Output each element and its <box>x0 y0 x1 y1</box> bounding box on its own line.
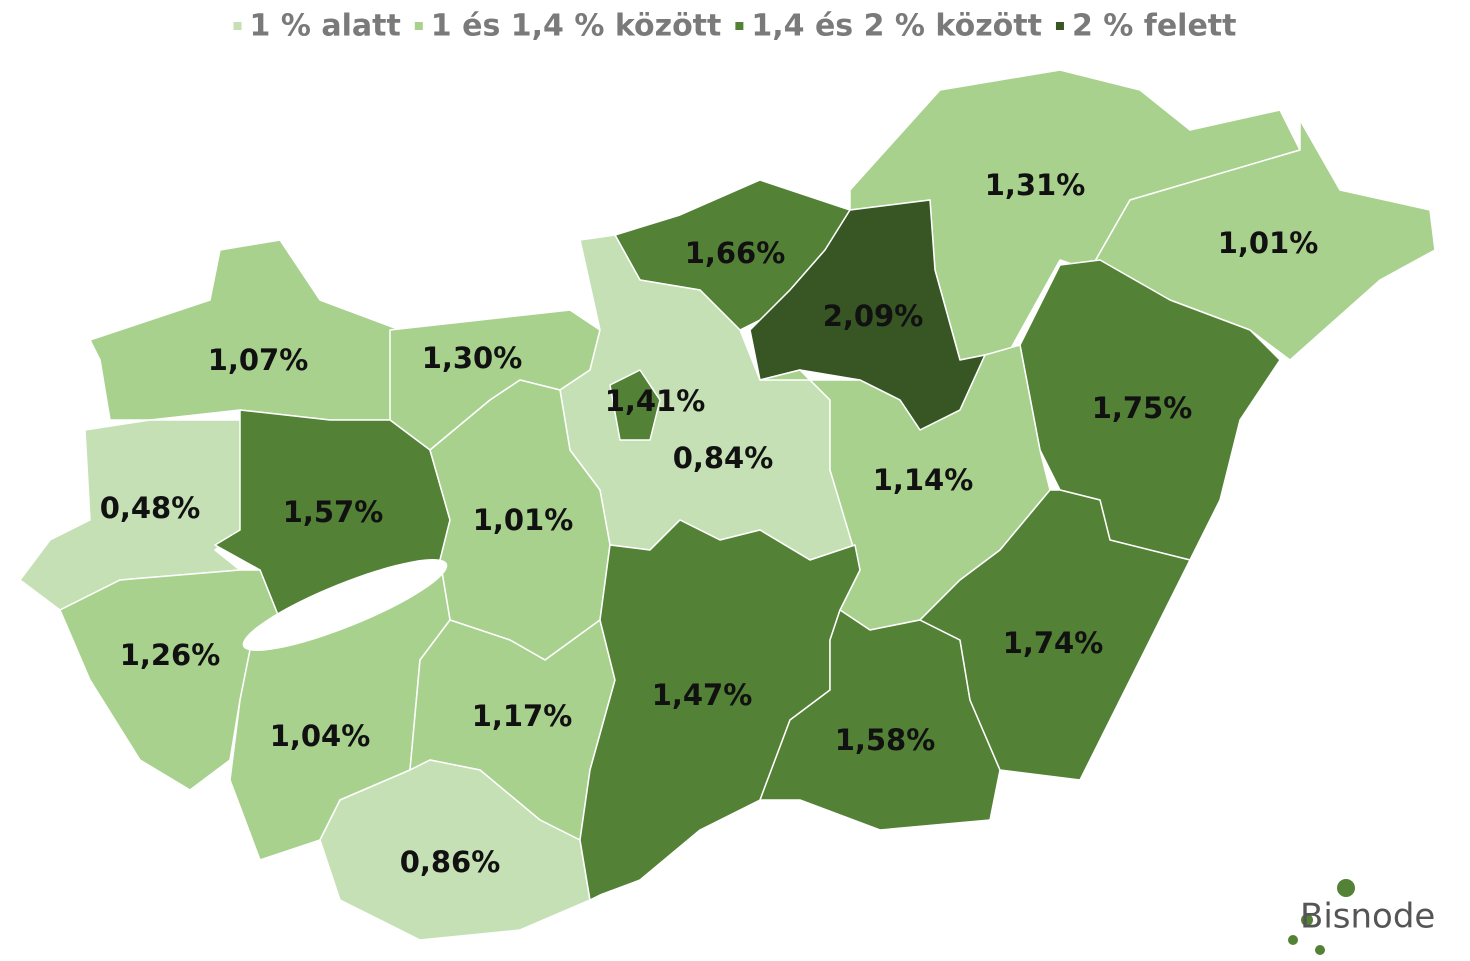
legend-label: 1,4 és 2 % között <box>751 9 1042 44</box>
region-label: 2,09% <box>823 299 924 333</box>
region-label: 0,84% <box>673 441 774 475</box>
logo: Bisnode <box>1288 879 1435 955</box>
county <box>919 489 1191 781</box>
logo-text: Bisnode <box>1300 897 1435 937</box>
legend: 1 % alatt 1 és 1,4 % között 1,4 és 2 % köz… <box>233 9 1237 44</box>
labels: 1,31% 1,01% 1,66% 2,09% 1,75% 1,07% 1,30… <box>100 168 1319 879</box>
legend-label: 1 és 1,4 % között <box>431 9 722 44</box>
logo-dot <box>1337 879 1355 897</box>
region-label: 1,01% <box>1218 226 1319 260</box>
region-label: 1,57% <box>283 495 384 529</box>
legend-label: 2 % felett <box>1072 9 1237 44</box>
region-label: 0,48% <box>100 491 201 525</box>
region-label: 1,58% <box>835 723 936 757</box>
county <box>59 569 281 791</box>
county <box>319 759 591 941</box>
region-label: 1,30% <box>422 341 523 375</box>
logo-dot <box>1288 935 1298 945</box>
region-label: 1,04% <box>270 719 371 753</box>
region-label: 1,26% <box>120 638 221 672</box>
logo-dot <box>1315 945 1325 955</box>
legend-swatch <box>735 22 744 30</box>
region-label: 1,31% <box>985 168 1086 202</box>
region-label: 0,86% <box>400 845 501 879</box>
logo-dot <box>1301 914 1313 926</box>
region-label: 1,07% <box>208 343 309 377</box>
region-label: 1,41% <box>605 384 706 418</box>
county <box>89 239 401 421</box>
region-label: 1,01% <box>473 503 574 537</box>
region-label: 1,17% <box>472 699 573 733</box>
region-label: 1,66% <box>685 236 786 270</box>
county <box>759 609 1001 831</box>
region-label: 1,47% <box>652 678 753 712</box>
lake-balaton <box>242 559 448 651</box>
region-label: 1,74% <box>1003 626 1104 660</box>
region-label: 1,75% <box>1092 391 1193 425</box>
region-label: 1,14% <box>873 463 974 497</box>
legend-swatch <box>1055 22 1064 30</box>
legend-swatch <box>414 22 423 30</box>
legend-swatch <box>233 22 242 30</box>
county <box>609 369 661 441</box>
counties <box>19 69 1436 941</box>
legend-label: 1 % alatt <box>250 9 401 44</box>
